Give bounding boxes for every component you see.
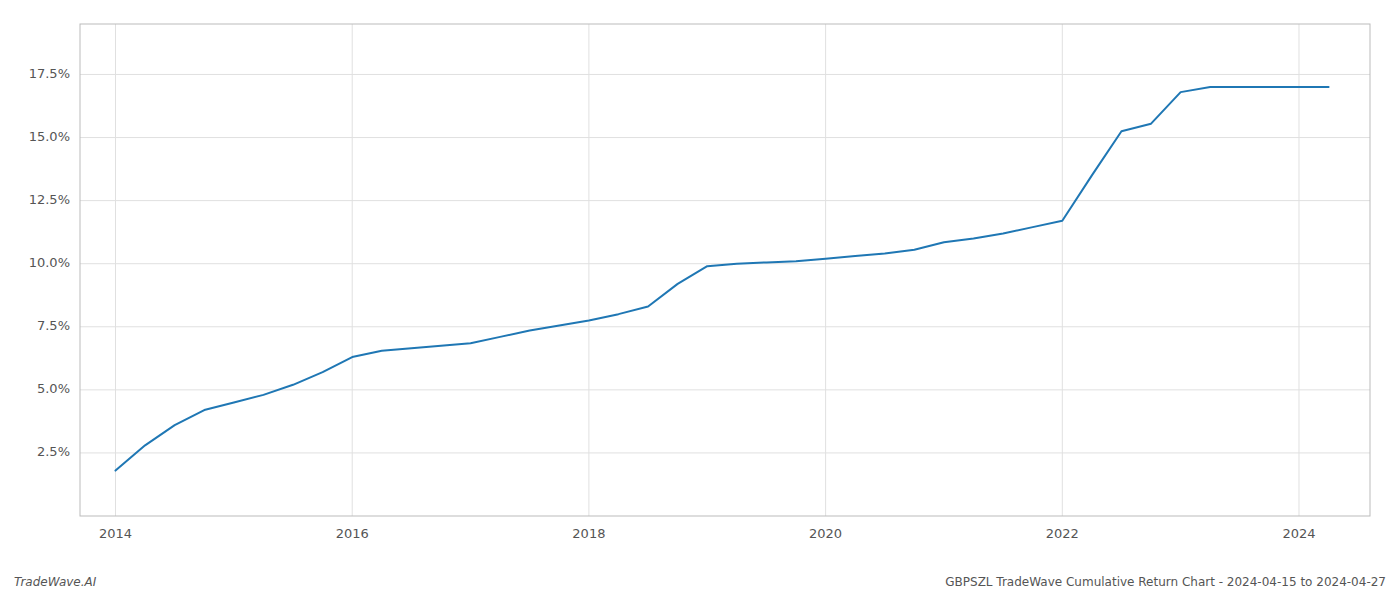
y-tick-label: 5.0% [37,381,70,396]
y-tick-label: 10.0% [29,255,70,270]
y-grid-line [80,200,1370,201]
x-grid-line [1062,24,1063,516]
y-grid-line [80,74,1370,75]
tick-labels: 2.5% 5.0% 7.5% 10.0% 12.5% 15.0% 17.5% 2014 2016… [29,66,1316,541]
y-tick-label: 12.5% [29,192,70,207]
y-tick-label: 2.5% [37,444,70,459]
chart-container: 2.5% 5.0% 7.5% 10.0% 12.5% 15.0% 17.5% 2014 2016… [0,0,1400,600]
data-layer [116,87,1329,471]
data-line [116,87,1329,471]
y-tick-label: 15.0% [29,129,70,144]
y-grid-line [80,452,1370,453]
x-tick-label: 2014 [99,526,132,541]
chart-svg: 2.5% 5.0% 7.5% 10.0% 12.5% 15.0% 17.5% 2014 2016… [0,0,1400,600]
x-tick-label: 2016 [336,526,369,541]
x-grid-line [825,24,826,516]
y-tick-label: 7.5% [37,318,70,333]
x-grid-line [588,24,589,516]
chart-title: GBPSZL TradeWave Cumulative Return Chart… [945,575,1386,589]
y-tick-label: 17.5% [29,66,70,81]
x-tick-label: 2024 [1282,526,1315,541]
x-tick-label: 2022 [1046,526,1079,541]
x-grid-line [1298,24,1299,516]
plot-frame [80,24,1370,516]
grid [80,24,1370,516]
y-grid-line [80,137,1370,138]
plot-background [80,24,1370,516]
x-tick-label: 2020 [809,526,842,541]
watermark: TradeWave.AI [14,575,97,589]
y-grid-line [80,389,1370,390]
y-grid-line [80,326,1370,327]
x-grid-line [352,24,353,516]
x-grid-line [115,24,116,516]
x-tick-label: 2018 [572,526,605,541]
